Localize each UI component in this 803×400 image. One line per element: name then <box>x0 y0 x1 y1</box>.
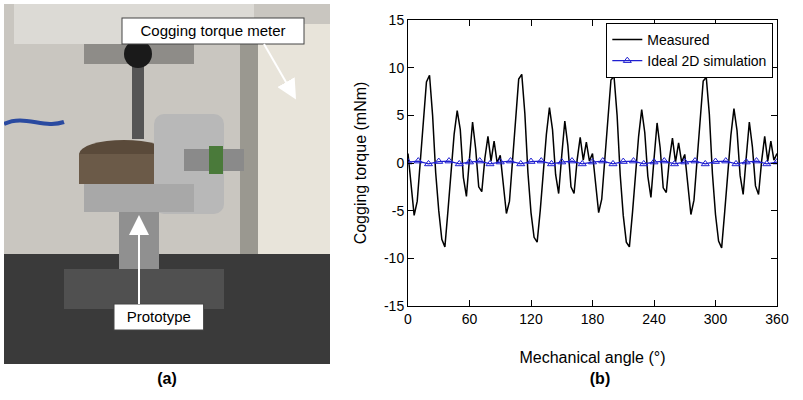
svg-text:300: 300 <box>704 311 728 327</box>
svg-text:Prototype: Prototype <box>127 308 191 325</box>
svg-text:360: 360 <box>765 311 789 327</box>
html-text:(a): (a) <box>157 370 177 387</box>
svg-text:Cogging torque meter: Cogging torque meter <box>140 22 285 39</box>
svg-text:Ideal 2D simulation: Ideal 2D simulation <box>647 53 766 69</box>
svg-text:Mechanical angle (°): Mechanical angle (°) <box>519 349 665 366</box>
svg-text:Cogging torque (mNm): Cogging torque (mNm) <box>352 82 369 245</box>
svg-text:Measured: Measured <box>647 32 709 48</box>
svg-text:180: 180 <box>581 311 605 327</box>
svg-text:15: 15 <box>389 12 405 28</box>
html-text:(b): (b) <box>589 370 611 387</box>
svg-text:240: 240 <box>642 311 666 327</box>
svg-text:10: 10 <box>389 60 405 76</box>
svg-text:-15: -15 <box>384 298 404 314</box>
svg-text:5: 5 <box>396 107 404 123</box>
svg-text:0: 0 <box>396 155 404 171</box>
svg-text:120: 120 <box>519 311 543 327</box>
svg-text:-10: -10 <box>384 250 404 266</box>
svg-text:0: 0 <box>404 311 412 327</box>
svg-text:60: 60 <box>462 311 478 327</box>
svg-text:-5: -5 <box>392 203 405 219</box>
